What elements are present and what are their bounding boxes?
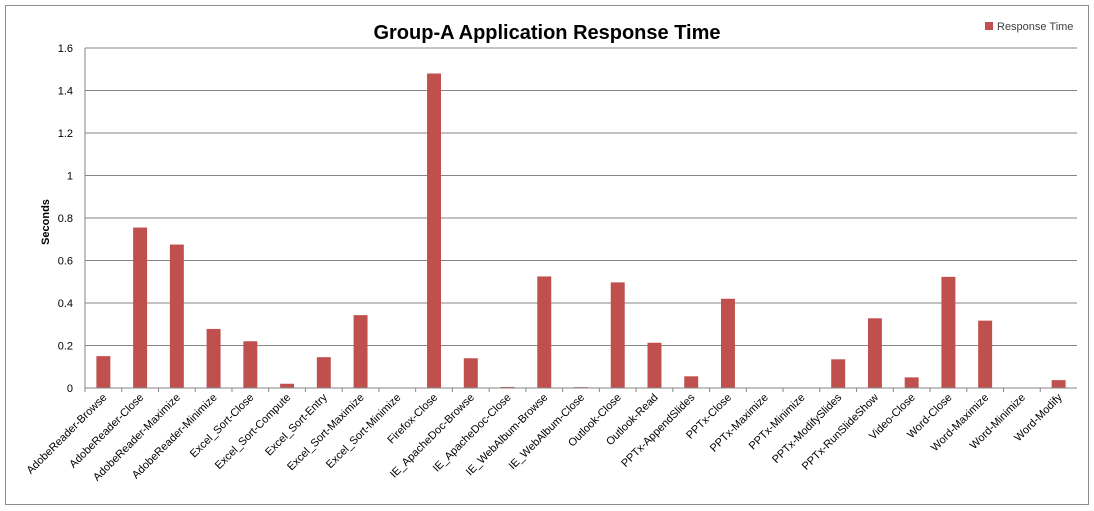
x-tick-label: PPTx-ModifySlides — [770, 391, 845, 466]
y-tick-label: 0 — [67, 383, 73, 395]
x-tick-label: Excel_Sort-Entry — [263, 391, 330, 458]
legend: Response Time — [985, 21, 1073, 33]
bar — [941, 276, 956, 388]
x-tick-label: Excel_Sort-Close — [188, 392, 257, 461]
bar — [316, 357, 331, 388]
chart-svg: Group-A Application Response Time Respon… — [24, 21, 1077, 484]
y-tick-label: 0.4 — [58, 298, 73, 310]
bar — [904, 377, 919, 388]
bar — [96, 356, 111, 388]
bar — [463, 358, 478, 388]
bar — [647, 342, 662, 388]
bar — [500, 386, 515, 388]
bar — [978, 320, 993, 388]
bar — [610, 282, 625, 388]
bars — [84, 73, 1066, 392]
bar — [206, 328, 221, 388]
gridlines — [84, 47, 1077, 389]
bar — [169, 244, 184, 388]
bar — [720, 298, 735, 388]
bar — [831, 359, 846, 388]
bar — [353, 315, 368, 388]
chart-title: Group-A Application Response Time — [373, 22, 720, 44]
bar — [427, 73, 442, 388]
bar — [243, 341, 258, 388]
y-tick-labels: 0 0.2 0.4 0.6 0.8 1 1.2 1.4 1.6 — [58, 43, 73, 395]
y-tick-label: 1.4 — [58, 86, 73, 98]
bar — [280, 383, 295, 388]
y-tick-label: 1 — [67, 171, 73, 183]
y-tick-label: 0.8 — [58, 213, 73, 225]
bar — [1051, 380, 1066, 388]
bar — [867, 318, 882, 388]
chart-frame: Group-A Application Response Time Respon… — [5, 5, 1089, 505]
bar — [537, 276, 552, 388]
y-tick-label: 0.6 — [58, 256, 73, 268]
y-tick-label: 1.2 — [58, 128, 73, 140]
bar — [133, 227, 148, 388]
y-tick-label: 1.6 — [58, 43, 73, 55]
y-tick-label: 0.2 — [58, 341, 73, 353]
legend-label: Response Time — [997, 21, 1073, 33]
bar — [684, 376, 699, 388]
legend-swatch — [985, 22, 993, 30]
x-tick-labels: AdobeReader-BrowseAdobeReader-CloseAdobe… — [24, 391, 1065, 483]
y-axis-label: Seconds — [40, 199, 52, 245]
